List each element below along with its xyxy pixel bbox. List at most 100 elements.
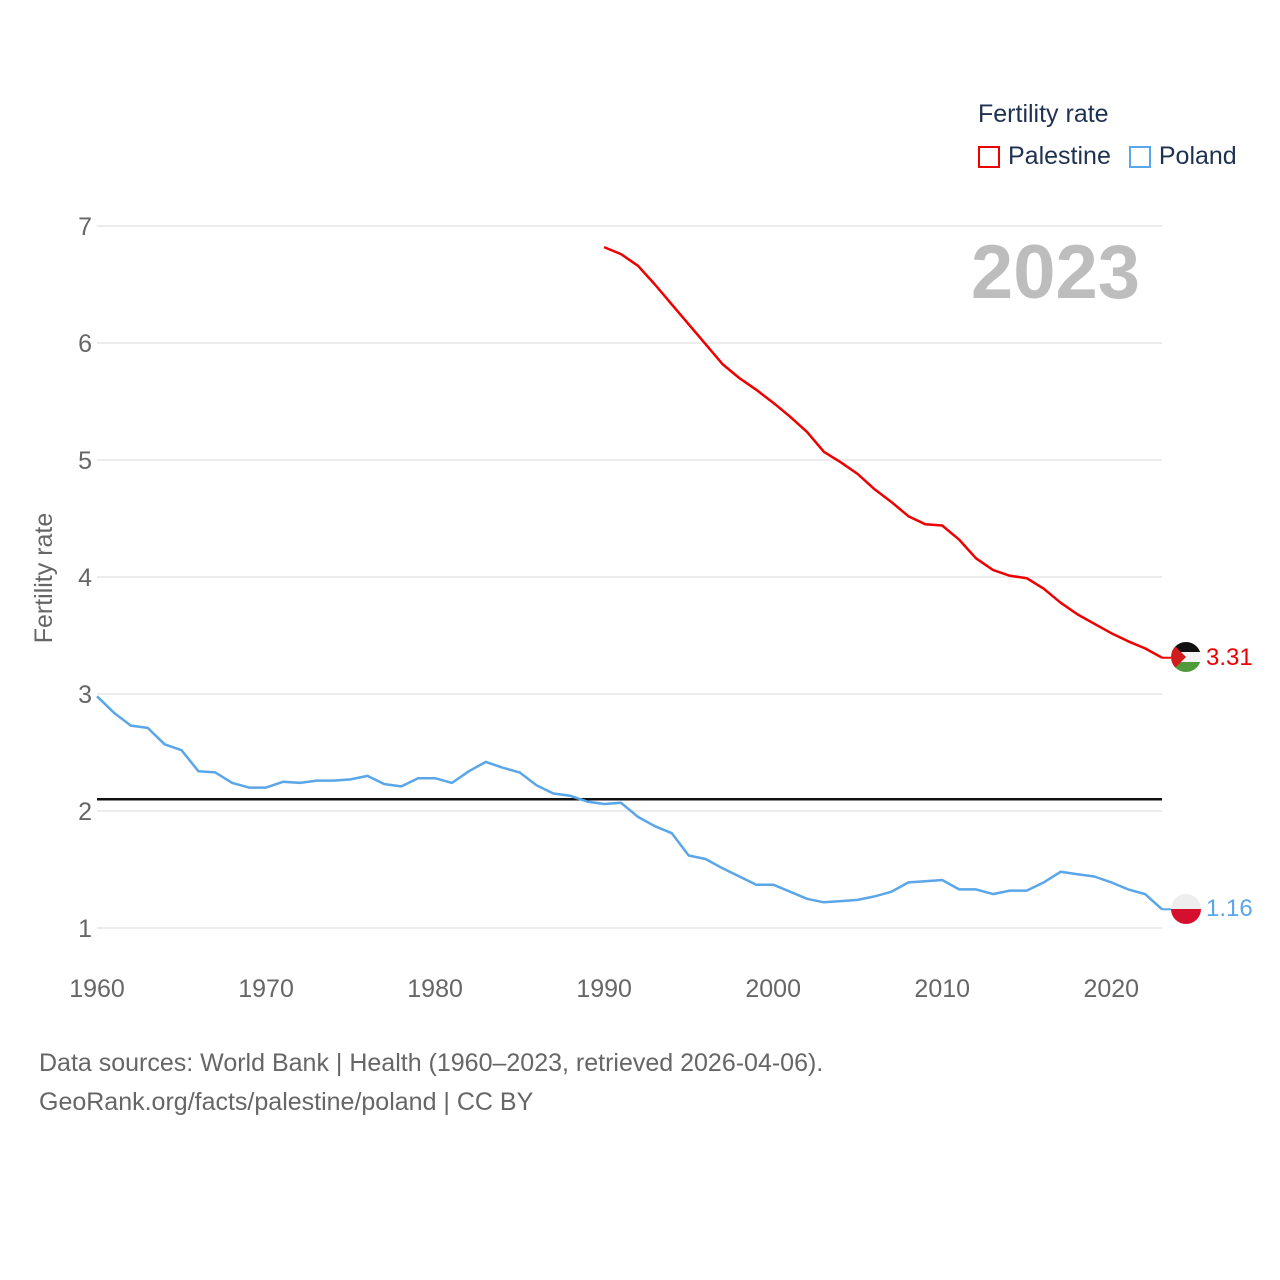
point-poland-2003[interactable] [821, 900, 826, 905]
point-poland-1963[interactable] [145, 725, 150, 730]
point-poland-1995[interactable] [686, 853, 691, 858]
point-palestine-2001[interactable] [788, 414, 793, 419]
point-poland-1985[interactable] [517, 770, 522, 775]
point-palestine-1999[interactable] [754, 387, 759, 392]
point-palestine-2007[interactable] [889, 500, 894, 505]
point-poland-1990[interactable] [602, 802, 607, 807]
point-poland-1968[interactable] [230, 780, 235, 785]
point-poland-1982[interactable] [466, 769, 471, 774]
point-palestine-2003[interactable] [821, 449, 826, 454]
point-palestine-2013[interactable] [991, 568, 996, 573]
point-palestine-2015[interactable] [1024, 576, 1029, 581]
point-poland-2017[interactable] [1058, 869, 1063, 874]
point-poland-1986[interactable] [534, 783, 539, 788]
point-palestine-2000[interactable] [771, 400, 776, 405]
series-line-palestine[interactable] [603, 245, 1163, 659]
point-palestine-2009[interactable] [923, 522, 928, 527]
point-poland-1983[interactable] [483, 759, 488, 764]
point-palestine-2020[interactable] [1109, 631, 1114, 636]
point-palestine-2017[interactable] [1058, 600, 1063, 605]
point-poland-1973[interactable] [314, 778, 319, 783]
point-poland-1980[interactable] [433, 776, 438, 781]
point-palestine-1991[interactable] [619, 252, 624, 257]
point-poland-2009[interactable] [923, 879, 928, 884]
point-poland-1975[interactable] [348, 777, 353, 782]
point-poland-1978[interactable] [399, 784, 404, 789]
point-poland-2021[interactable] [1126, 887, 1131, 892]
point-palestine-2004[interactable] [838, 460, 843, 465]
point-palestine-2008[interactable] [906, 514, 911, 519]
point-poland-2001[interactable] [788, 889, 793, 894]
point-poland-1969[interactable] [247, 785, 252, 790]
point-palestine-2018[interactable] [1075, 612, 1080, 617]
point-poland-1970[interactable] [264, 785, 269, 790]
point-poland-1998[interactable] [737, 874, 742, 879]
point-poland-2019[interactable] [1092, 874, 1097, 879]
point-poland-1977[interactable] [382, 782, 387, 787]
point-poland-1999[interactable] [754, 882, 759, 887]
point-poland-2014[interactable] [1007, 888, 1012, 893]
point-palestine-2022[interactable] [1143, 646, 1148, 651]
point-poland-1996[interactable] [703, 857, 708, 862]
point-poland-1989[interactable] [585, 799, 590, 804]
point-palestine-2016[interactable] [1041, 586, 1046, 591]
point-poland-1972[interactable] [297, 780, 302, 785]
point-poland-1979[interactable] [416, 776, 421, 781]
point-poland-1994[interactable] [669, 831, 674, 836]
point-poland-2006[interactable] [872, 894, 877, 899]
point-poland-2007[interactable] [889, 889, 894, 894]
point-palestine-2021[interactable] [1126, 639, 1131, 644]
point-palestine-2006[interactable] [872, 487, 877, 492]
point-poland-1962[interactable] [128, 723, 133, 728]
point-palestine-1996[interactable] [703, 342, 708, 347]
point-poland-2022[interactable] [1143, 892, 1148, 897]
point-poland-2012[interactable] [974, 887, 979, 892]
point-poland-1984[interactable] [500, 765, 505, 770]
point-poland-1960[interactable] [95, 694, 100, 699]
point-palestine-1992[interactable] [636, 263, 641, 268]
point-palestine-1990[interactable] [602, 245, 607, 250]
point-poland-1961[interactable] [111, 710, 116, 715]
point-poland-2002[interactable] [805, 896, 810, 901]
series-line-poland[interactable] [96, 695, 1163, 911]
point-poland-1964[interactable] [162, 742, 167, 747]
point-palestine-1997[interactable] [720, 362, 725, 367]
point-poland-2018[interactable] [1075, 872, 1080, 877]
legend-item-palestine[interactable]: Palestine [978, 142, 1111, 171]
point-poland-1965[interactable] [179, 748, 184, 753]
point-poland-1974[interactable] [331, 778, 336, 783]
point-poland-1991[interactable] [619, 800, 624, 805]
point-poland-1997[interactable] [720, 866, 725, 871]
point-poland-1988[interactable] [568, 793, 573, 798]
point-poland-1967[interactable] [213, 770, 218, 775]
point-poland-2011[interactable] [957, 887, 962, 892]
point-poland-1976[interactable] [365, 773, 370, 778]
point-poland-1981[interactable] [450, 780, 455, 785]
point-poland-2013[interactable] [991, 892, 996, 897]
point-palestine-1998[interactable] [737, 376, 742, 381]
source-link[interactable]: GeoRank.org/facts/palestine/poland | CC … [39, 1088, 534, 1116]
point-poland-2010[interactable] [940, 878, 945, 883]
point-palestine-2005[interactable] [855, 472, 860, 477]
point-poland-1987[interactable] [551, 791, 556, 796]
point-palestine-1994[interactable] [669, 302, 674, 307]
point-poland-2000[interactable] [771, 882, 776, 887]
point-poland-2005[interactable] [855, 897, 860, 902]
point-poland-2004[interactable] [838, 899, 843, 904]
point-palestine-2010[interactable] [940, 523, 945, 528]
point-poland-2015[interactable] [1024, 888, 1029, 893]
point-palestine-2014[interactable] [1007, 573, 1012, 578]
point-palestine-1993[interactable] [652, 282, 657, 287]
point-poland-1993[interactable] [652, 824, 657, 829]
point-poland-2016[interactable] [1041, 880, 1046, 885]
point-poland-1992[interactable] [636, 814, 641, 819]
point-palestine-2019[interactable] [1092, 621, 1097, 626]
point-poland-1971[interactable] [281, 779, 286, 784]
point-palestine-2002[interactable] [805, 429, 810, 434]
point-poland-1966[interactable] [196, 769, 201, 774]
legend-item-poland[interactable]: Poland [1128, 142, 1237, 171]
point-palestine-2011[interactable] [957, 537, 962, 542]
point-palestine-1995[interactable] [686, 322, 691, 327]
point-palestine-2012[interactable] [974, 556, 979, 561]
point-poland-2020[interactable] [1109, 880, 1114, 885]
